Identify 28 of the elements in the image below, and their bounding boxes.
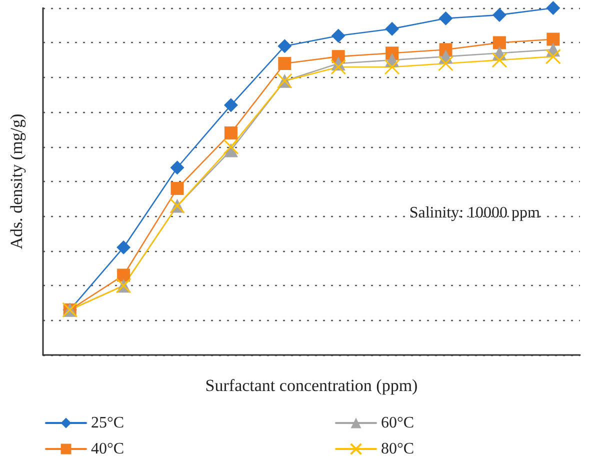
point xyxy=(278,57,292,70)
point xyxy=(492,36,506,50)
point xyxy=(438,11,453,26)
point xyxy=(331,28,346,43)
point xyxy=(116,240,131,254)
point xyxy=(117,268,130,282)
point xyxy=(492,8,506,22)
point xyxy=(545,48,561,64)
x-axis-title: Surfactant concentration (ppm) xyxy=(205,376,418,395)
point xyxy=(170,160,184,175)
annotation: Salinity: 10000 ppm xyxy=(409,204,541,222)
point xyxy=(224,126,238,140)
point xyxy=(546,1,560,15)
point xyxy=(224,98,238,112)
point xyxy=(385,22,400,36)
y-axis-title: Ads. density (mg/g) xyxy=(7,114,26,250)
point xyxy=(223,139,239,155)
legend-label: 25°C xyxy=(91,414,124,432)
point xyxy=(492,52,508,68)
point xyxy=(546,32,560,46)
point xyxy=(170,182,184,195)
legend-label: 80°C xyxy=(381,440,414,458)
legend-label: 60°C xyxy=(381,414,414,432)
point xyxy=(330,59,346,75)
legend-label: 40°C xyxy=(91,440,124,458)
point xyxy=(384,59,400,75)
point xyxy=(278,39,292,54)
point xyxy=(438,56,454,72)
